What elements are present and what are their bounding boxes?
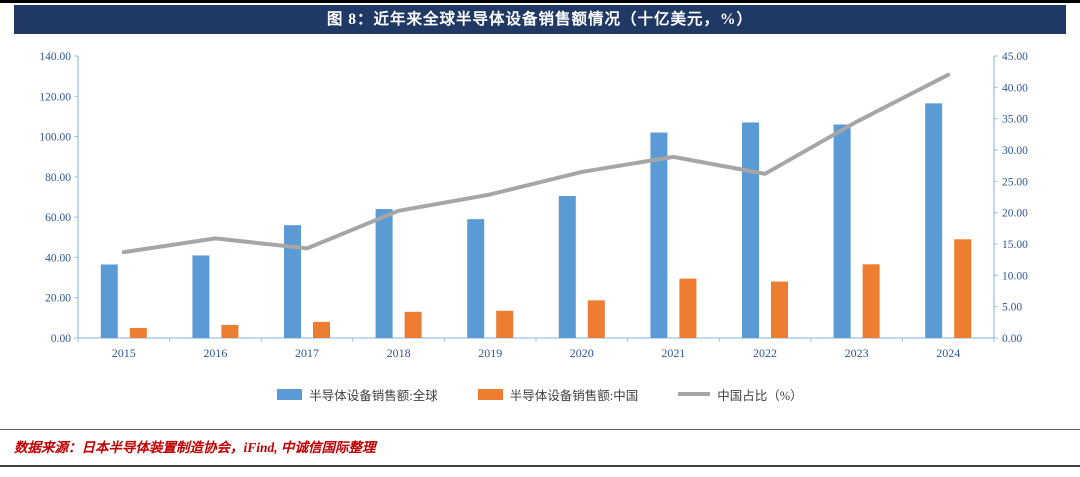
bar-global-2019 <box>467 218 485 338</box>
chart-title-bar: 图 8：近年来全球半导体设备销售额情况（十亿美元，%） <box>14 5 1066 34</box>
x-axis-category-label: 2016 <box>203 346 227 360</box>
right-axis-tick-label: 40.00 <box>1002 82 1028 94</box>
x-axis-category-label: 2020 <box>570 346 594 360</box>
x-axis-category-label: 2018 <box>387 346 411 360</box>
bar-china-2015 <box>129 327 147 338</box>
legend-swatch-china-bar <box>477 388 503 400</box>
bar-global-2021 <box>650 132 668 338</box>
bar-global-2017 <box>284 224 301 338</box>
bar-china-2023 <box>862 263 880 338</box>
bar-china-2024 <box>954 238 972 338</box>
legend-swatch-share-line <box>678 392 711 396</box>
bar-global-2022 <box>742 121 759 338</box>
bar-china-2018 <box>404 311 422 338</box>
left-axis-tick-label: 0.00 <box>51 333 71 345</box>
bar-global-2018 <box>375 208 393 338</box>
legend-label-share: 中国占比（%） <box>717 388 803 403</box>
bar-china-2020 <box>587 299 605 338</box>
x-axis-category-label: 2024 <box>936 346 960 360</box>
bar-global-2016 <box>192 254 210 338</box>
bar-china-2016 <box>221 324 239 338</box>
left-axis-tick-label: 80.00 <box>45 171 71 183</box>
legend-label-global: 半导体设备销售额:全球 <box>309 388 438 403</box>
right-axis-tick-label: 45.00 <box>1002 51 1028 63</box>
left-axis-tick-label: 60.00 <box>45 212 71 224</box>
x-axis-category-label: 2019 <box>478 346 502 360</box>
left-axis-tick-label: 100.00 <box>39 131 71 143</box>
x-axis-category-label: 2022 <box>753 346 777 360</box>
x-axis-category-label: 2021 <box>661 346 685 360</box>
legend-label-china: 半导体设备销售额:中国 <box>509 388 639 403</box>
left-axis-tick-label: 20.00 <box>45 292 71 304</box>
bar-global-2023 <box>833 123 851 338</box>
bar-global-2020 <box>558 195 576 338</box>
legend-item-global: 半导体设备销售额:全球 <box>277 385 438 404</box>
source-note: 数据来源：日本半导体装置制造协会，iFind, 中诚信国际整理 <box>14 440 376 455</box>
x-axis-category-label: 2017 <box>295 346 319 360</box>
right-axis-tick-label: 10.00 <box>1002 270 1028 282</box>
legend-item-share: 中国占比（%） <box>678 385 803 404</box>
x-axis-category-label: 2015 <box>112 346 136 360</box>
source-footer: 数据来源：日本半导体装置制造协会，iFind, 中诚信国际整理 <box>0 429 1080 467</box>
x-axis-category-label: 2023 <box>845 346 869 360</box>
bar-china-2021 <box>679 278 697 338</box>
right-axis-tick-label: 25.00 <box>1002 176 1028 188</box>
bar-global-2024 <box>925 102 943 338</box>
bar-global-2015 <box>100 263 118 338</box>
left-axis-tick-label: 140.00 <box>39 51 71 63</box>
bar-china-2019 <box>496 310 514 338</box>
right-axis-tick-label: 0.00 <box>1002 333 1022 345</box>
right-axis-tick-label: 20.00 <box>1002 207 1028 219</box>
legend-item-china: 半导体设备销售额:中国 <box>477 385 639 404</box>
chart-legend: 半导体设备销售额:全球 半导体设备销售额:中国 中国占比（%） <box>0 385 1080 404</box>
left-axis-tick-label: 40.00 <box>45 252 71 264</box>
china-share-line <box>121 72 951 254</box>
right-axis-tick-label: 15.00 <box>1002 239 1028 251</box>
right-axis-tick-label: 35.00 <box>1002 113 1028 125</box>
right-axis-tick-label: 5.00 <box>1002 301 1022 313</box>
legend-swatch-global-bar <box>277 388 303 400</box>
combo-chart: 0.00 20.00 40.00 60.00 80.00 100.00 120.00 140.… <box>39 51 1028 360</box>
bar-china-2022 <box>771 281 788 338</box>
chart-area: 0.00 20.00 40.00 60.00 80.00 100.00 120.00 140.… <box>8 40 1072 383</box>
chart-title: 图 8：近年来全球半导体设备销售额情况（十亿美元，%） <box>326 11 754 28</box>
left-axis-tick-label: 120.00 <box>39 91 71 103</box>
right-axis-tick-label: 30.00 <box>1002 145 1028 157</box>
bar-china-2017 <box>313 321 330 338</box>
